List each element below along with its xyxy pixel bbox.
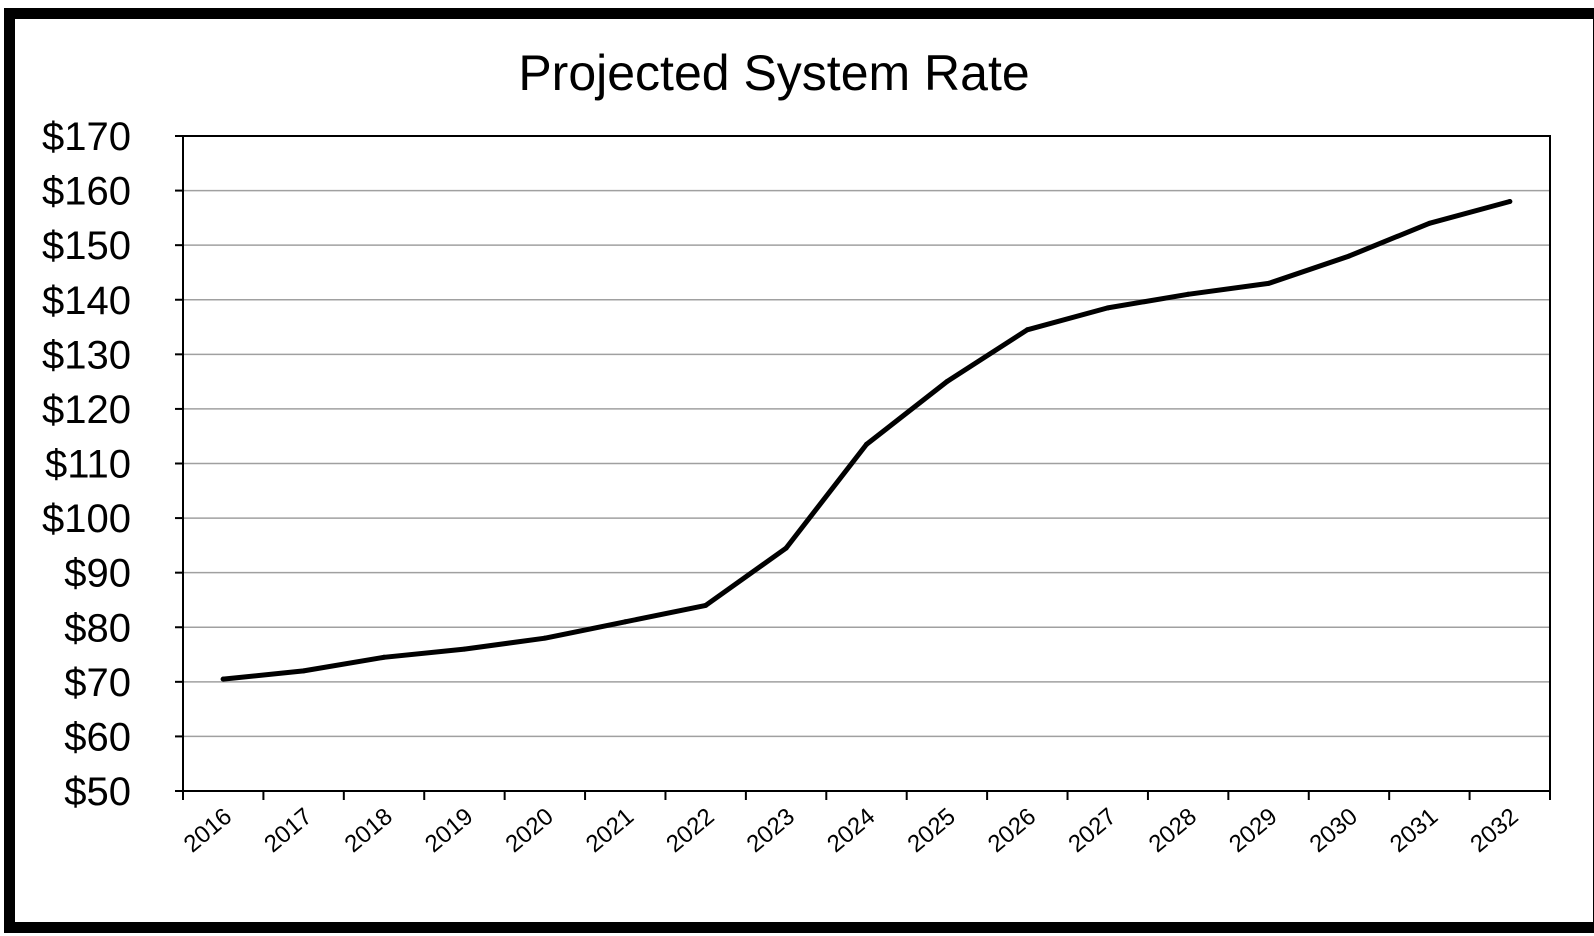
data-point: [301, 668, 307, 674]
data-point: [864, 441, 869, 447]
data-point: [220, 676, 226, 682]
y-tick-label: $80: [64, 606, 131, 650]
x-tick-label: 2022: [661, 803, 719, 858]
series-line: [220, 199, 1513, 682]
data-point: [461, 646, 467, 652]
data-point: [381, 654, 387, 660]
x-tick-label: 2024: [822, 803, 880, 858]
x-tick-label: 2019: [420, 803, 478, 858]
data-point: [1426, 220, 1432, 226]
y-axis-ticks: $50 $60 $70 $80 $90 $100 $110 $120 $130 $140 $150 $…: [42, 115, 183, 814]
data-point: [783, 545, 789, 551]
y-tick-label: $110: [45, 443, 131, 487]
y-tick-label: $100: [42, 497, 131, 541]
x-tick-label: 2028: [1144, 803, 1202, 858]
series-group: [220, 199, 1513, 682]
x-tick-label: 2025: [903, 803, 961, 858]
y-tick-label: $160: [42, 170, 131, 214]
x-axis-ticks: 2016 2017 2018 2019 2020 2021 2022 2023 2024 2025…: [179, 791, 1551, 858]
x-tick-label: 2030: [1305, 803, 1363, 858]
y-tick-label: $170: [42, 115, 131, 159]
y-tick-label: $70: [64, 661, 131, 705]
x-tick-label: 2026: [983, 803, 1041, 858]
x-tick-label: 2021: [581, 803, 639, 858]
data-point: [1507, 199, 1513, 204]
data-point: [1024, 327, 1030, 333]
x-tick-label: 2018: [340, 803, 398, 858]
x-tick-label: 2017: [259, 803, 317, 858]
y-tick-label: $130: [42, 333, 131, 377]
data-point: [1185, 291, 1191, 297]
data-point: [703, 602, 709, 608]
data-point: [944, 379, 950, 385]
x-tick-label: 2016: [179, 803, 237, 858]
y-tick-label: $140: [42, 279, 131, 323]
data-point: [1266, 280, 1272, 286]
data-point: [622, 619, 628, 625]
data-point: [1105, 305, 1111, 311]
x-tick-label: 2027: [1063, 803, 1121, 858]
x-tick-label: 2032: [1465, 803, 1523, 858]
gridlines: [183, 189, 1550, 738]
y-tick-label: $150: [42, 224, 131, 268]
data-point: [1346, 253, 1352, 259]
data-point: [542, 635, 548, 641]
x-tick-label: 2023: [742, 803, 800, 858]
y-tick-label: $90: [64, 552, 131, 596]
y-tick-label: $60: [64, 715, 131, 759]
chart-frame: [4, 8, 1594, 933]
x-tick-label: 2031: [1385, 803, 1443, 858]
y-tick-label: $120: [42, 388, 131, 432]
x-tick-label: 2029: [1224, 803, 1282, 858]
x-tick-label: 2020: [500, 803, 558, 858]
y-tick-label: $50: [64, 770, 131, 814]
chart-title: Projected System Rate: [518, 45, 1029, 101]
